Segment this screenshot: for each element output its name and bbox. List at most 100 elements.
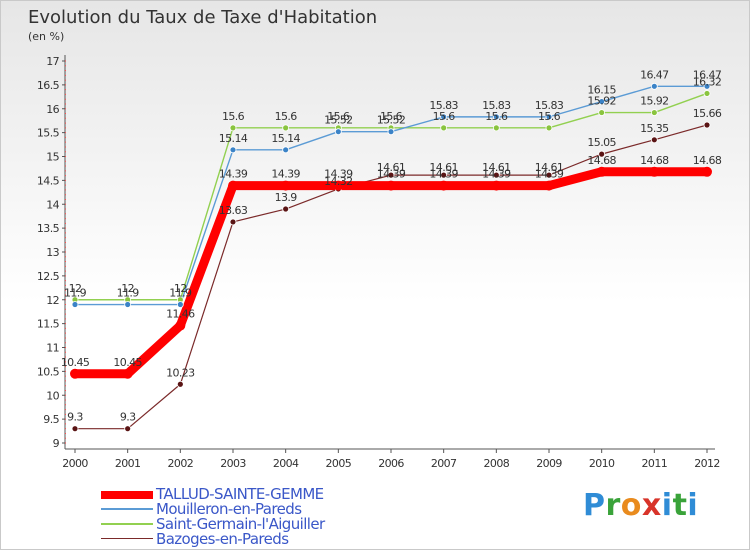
- y-tick-label: 9: [53, 437, 60, 450]
- data-point: [598, 150, 606, 158]
- y-tick-label: 10.5: [37, 365, 60, 378]
- y-tick-label: 12: [46, 294, 59, 307]
- x-tick-label: 2005: [326, 457, 352, 470]
- legend-swatch-bazoges: [101, 538, 153, 539]
- data-label: 12: [69, 282, 82, 295]
- data-point: [440, 124, 448, 132]
- data-label: 14.39: [482, 168, 511, 181]
- data-point: [492, 124, 500, 132]
- data-point: [596, 166, 607, 177]
- data-point: [124, 425, 132, 433]
- data-point: [702, 166, 712, 177]
- data-point: [175, 320, 186, 331]
- data-point: [545, 124, 553, 132]
- x-tick-label: 2004: [273, 457, 299, 470]
- data-label: 14.61: [429, 161, 458, 174]
- data-label: 9.3: [120, 411, 136, 424]
- data-label: 15.83: [535, 99, 564, 112]
- data-point: [122, 368, 133, 379]
- data-point: [491, 180, 502, 191]
- line-chart: 9 9.5 10 10.5 11 11.5 12 12.5 13 13.5 14 14.5 15 15.5…: [37, 55, 722, 470]
- data-label: 15.83: [482, 99, 511, 112]
- data-point: [71, 301, 79, 308]
- chart-title: Evolution du Taux de Taxe d'Habitation: [28, 7, 378, 28]
- legend-label-bazoges: Bazoges-en-Pareds: [156, 530, 289, 548]
- legend-label-mouilleron: Mouilleron-en-Pareds: [156, 500, 302, 518]
- data-label: 14.39: [377, 168, 406, 181]
- data-point: [334, 128, 342, 136]
- data-point: [229, 124, 237, 132]
- data-label: 11.9: [117, 287, 140, 300]
- data-point: [229, 218, 237, 226]
- data-label: 10.23: [166, 366, 195, 379]
- y-tick-label: 14: [46, 198, 59, 211]
- data-label: 14.39: [219, 168, 248, 181]
- data-label: 14.61: [377, 161, 406, 174]
- data-label: 11.9: [169, 287, 192, 300]
- chart-unit: (en %): [28, 30, 65, 43]
- data-label: 15.14: [271, 132, 300, 145]
- data-point: [598, 109, 606, 116]
- data-point: [282, 124, 290, 132]
- data-label: 11.9: [64, 287, 87, 300]
- data-point: [649, 166, 660, 177]
- y-tick-label: 13.5: [37, 222, 60, 235]
- data-label: 16.47: [693, 68, 722, 81]
- data-label: 15.6: [327, 110, 350, 123]
- data-label: 16.15: [587, 84, 616, 97]
- data-label: 15.83: [429, 99, 458, 112]
- data-label: 14.39: [429, 168, 458, 181]
- data-label: 14.39: [271, 168, 300, 181]
- y-tick-label: 17: [46, 55, 59, 68]
- data-point: [440, 171, 448, 179]
- data-point: [650, 136, 658, 144]
- data-label: 11.46: [166, 308, 195, 321]
- data-label: 14.39: [324, 168, 353, 181]
- data-label: 15.6: [538, 110, 561, 123]
- data-point: [70, 368, 80, 379]
- data-label: 10.45: [113, 356, 142, 369]
- data-label: 14.68: [693, 154, 722, 167]
- legend-label-tallud: TALLUD-SAINTE-GEMME: [156, 485, 324, 503]
- data-label: 15.52: [377, 114, 406, 127]
- data-label: 14.61: [482, 161, 511, 174]
- y-tick-label: 15: [46, 151, 59, 164]
- data-point: [333, 180, 344, 191]
- x-tick-label: 2003: [220, 457, 246, 470]
- data-point: [280, 180, 291, 191]
- data-label: 15.6: [222, 110, 245, 123]
- data-label: 13.9: [275, 191, 298, 204]
- data-label: 15.92: [587, 95, 616, 108]
- data-point: [438, 180, 449, 191]
- logo-letter: t: [672, 488, 688, 523]
- data-label: 14.39: [535, 168, 564, 181]
- data-point: [650, 109, 658, 116]
- logo-letter: r: [605, 488, 621, 523]
- x-tick-label: 2002: [168, 457, 194, 470]
- data-label: 14.68: [587, 154, 616, 167]
- data-label: 15.6: [433, 110, 456, 123]
- data-label: 15.14: [219, 132, 248, 145]
- legend-swatch-tallud: [101, 491, 153, 499]
- y-tick-label: 10: [46, 389, 59, 402]
- y-tick-label: 16.5: [37, 79, 60, 92]
- data-point: [176, 380, 184, 388]
- data-point: [545, 171, 553, 179]
- y-tick-label: 13: [46, 246, 59, 259]
- data-point: [228, 180, 238, 191]
- logo-letter: i: [687, 488, 699, 523]
- data-point: [492, 171, 500, 179]
- data-point: [440, 113, 448, 121]
- data-label: 15.05: [587, 136, 616, 149]
- data-point: [387, 128, 395, 136]
- data-label: 15.6: [275, 110, 298, 123]
- data-label: 16.47: [640, 68, 669, 81]
- legend-swatch-saint-germain: [101, 523, 153, 525]
- data-point: [545, 113, 553, 121]
- data-label: 14.68: [640, 154, 669, 167]
- x-tick-label: 2012: [694, 457, 720, 470]
- proxiti-logo: Proxiti: [583, 488, 698, 523]
- x-tick-label: 2007: [431, 457, 457, 470]
- x-tick-label: 2011: [642, 457, 668, 470]
